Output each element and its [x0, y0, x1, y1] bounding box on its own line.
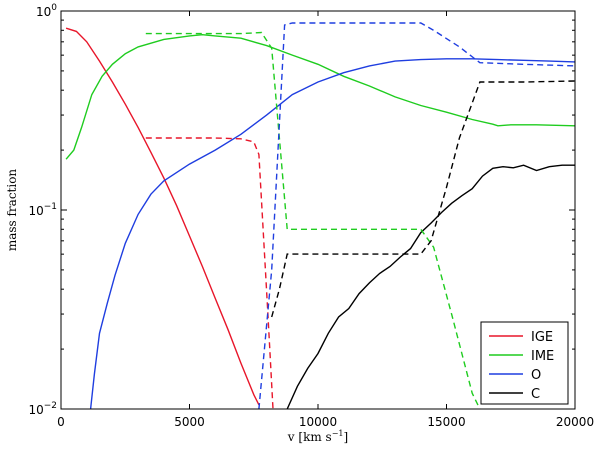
- series-line-ime-solid: [65, 33, 575, 160]
- y-axis-label: mass fraction: [5, 169, 19, 252]
- series-line-ime-dashed: [145, 31, 481, 409]
- series-line-o-solid: [89, 58, 575, 409]
- x-tick-label: 20000: [556, 415, 594, 429]
- series-layer: [65, 22, 575, 409]
- series-line-c-dashed: [271, 80, 575, 318]
- legend-box: [480, 321, 569, 405]
- x-axis-label: v [km s−1]: [287, 429, 348, 444]
- legend-label-ige: IGE: [531, 330, 553, 345]
- ticks-layer: 0 5000 10000 15000 20000 10−2 10−1 100: [28, 3, 594, 429]
- x-tick-label: 15000: [427, 415, 465, 429]
- plot-frame: [60, 10, 576, 410]
- series-line-c-solid: [286, 164, 575, 409]
- series-line-o-dashed: [258, 22, 575, 409]
- x-tick-label: 10000: [299, 415, 337, 429]
- y-tick-label: 100: [36, 3, 57, 19]
- x-tick-label: 5000: [174, 415, 205, 429]
- series-line-ige-solid: [65, 27, 260, 406]
- legend-label-ime: IME: [531, 349, 554, 364]
- legend: IGE IME OC: [480, 321, 569, 405]
- y-tick-label: 10−2: [28, 401, 57, 417]
- legend-label-o: O: [531, 368, 541, 383]
- legend-label-c: C: [531, 387, 540, 402]
- x-tick-label: 0: [57, 415, 65, 429]
- series-line-ige-dashed: [145, 137, 274, 409]
- y-tick-label: 10−1: [28, 202, 57, 218]
